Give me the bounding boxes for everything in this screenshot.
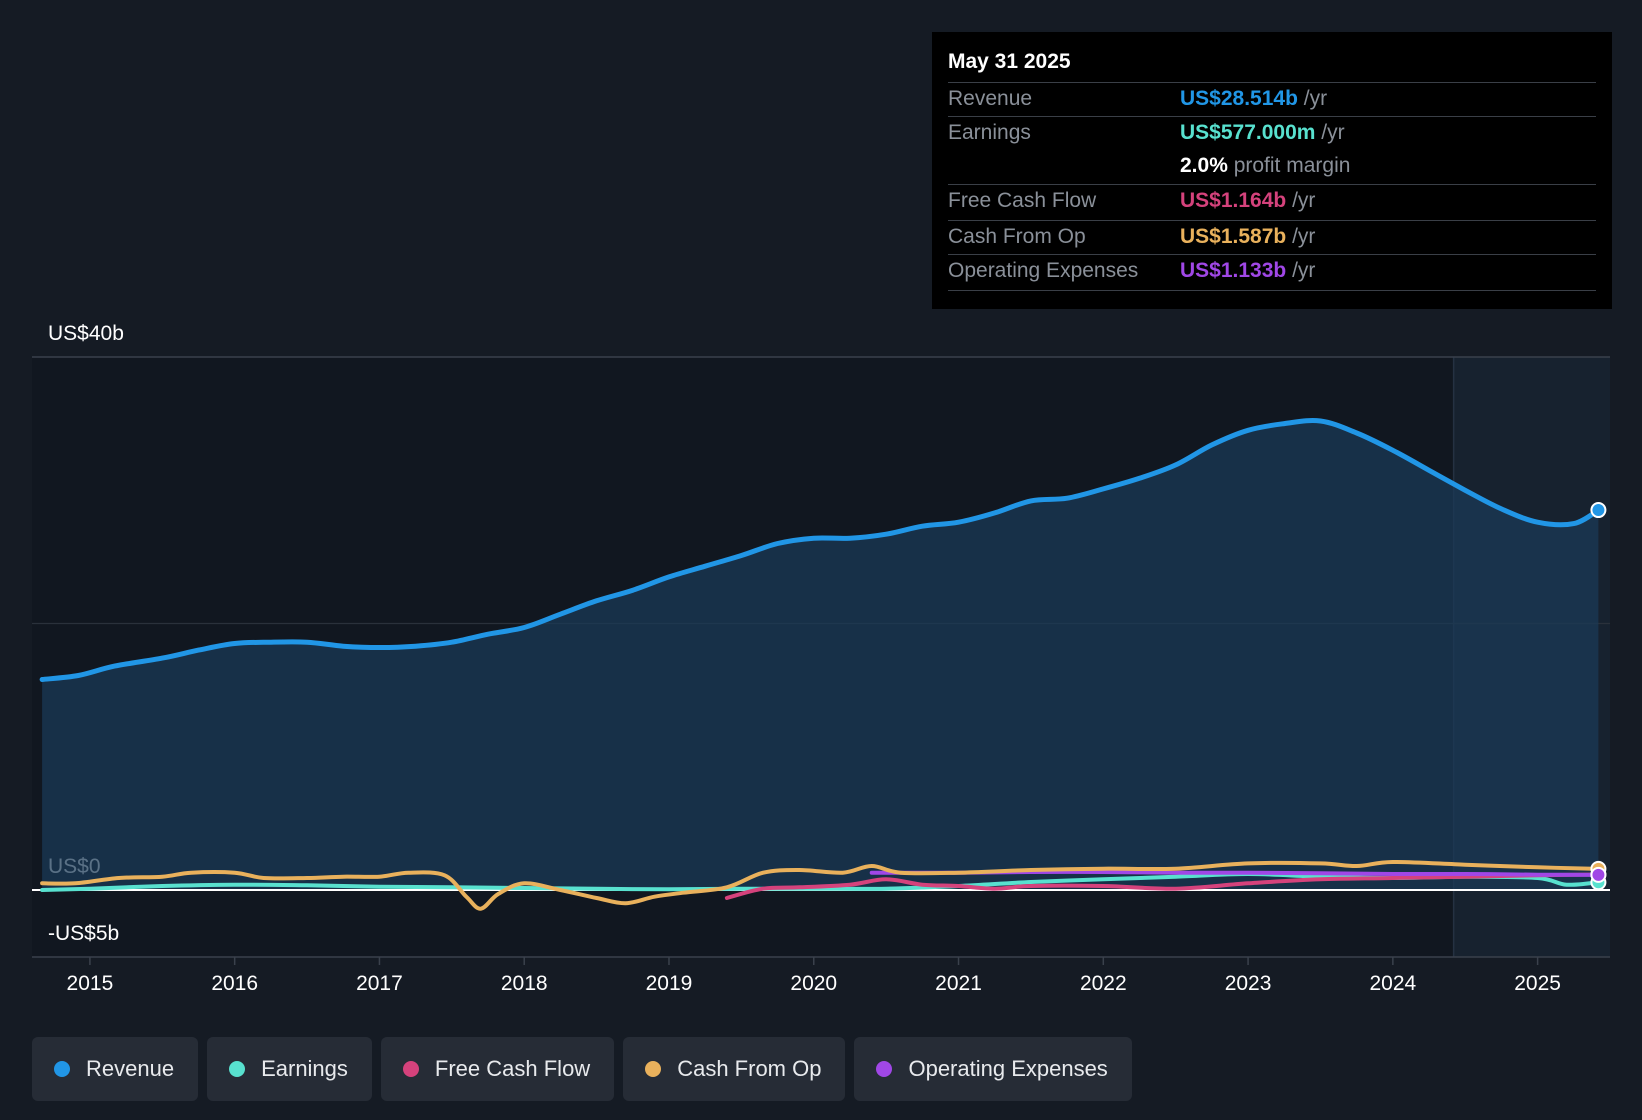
legend-label: Operating Expenses [908, 1056, 1108, 1081]
x-tick-label: 2020 [790, 972, 837, 995]
x-tick-label: 2025 [1514, 972, 1561, 995]
tooltip-value: US$1.133b [1180, 259, 1287, 282]
x-tick-label: 2022 [1080, 972, 1127, 995]
y-tick-label: -US$5b [48, 922, 119, 945]
tooltip-value: US$1.164b [1180, 189, 1287, 212]
tooltip-label: Cash From Op [948, 225, 1086, 248]
legend-item-cash-from-op[interactable]: Cash From Op [623, 1037, 846, 1101]
tooltip-label: Revenue [948, 87, 1033, 110]
y-tick-label: US$40b [48, 322, 124, 345]
tooltip-value: US$28.514b [1180, 87, 1298, 110]
legend-item-earnings[interactable]: Earnings [207, 1037, 372, 1101]
tooltip-value: 2.0% [1180, 154, 1228, 177]
series-line-free-cash-flow [724, 872, 1601, 900]
legend-dot-icon [54, 1061, 70, 1077]
tooltip-row-free-cash-flow: Free Cash Flow US$1.164b /yr [948, 184, 1596, 219]
legend-label: Earnings [261, 1056, 348, 1081]
legend-item-free-cash-flow[interactable]: Free Cash Flow [380, 1037, 615, 1101]
tooltip-row-profit-margin: 2.0% profit margin [948, 150, 1596, 184]
tooltip-divider [948, 290, 1596, 291]
legend-dot-icon [645, 1061, 662, 1077]
tooltip-panel: May 31 2025 Revenue US$28.514b /yr Earni… [932, 32, 1612, 309]
x-tick-label: 2019 [646, 972, 693, 995]
tooltip-row-cash-from-op: Cash From Op US$1.587b /yr [948, 220, 1596, 255]
revenue-area [42, 420, 1599, 890]
series-line-revenue [39, 418, 1601, 682]
x-tick-label: 2024 [1369, 972, 1416, 995]
tooltip-suffix: /yr [1286, 259, 1316, 282]
tooltip-value: US$1.587b [1180, 225, 1287, 248]
tooltip-label: Free Cash Flow [948, 189, 1097, 212]
tooltip-row-operating-expenses: Operating Expenses US$1.133b /yr [948, 254, 1596, 289]
x-tick-label: 2016 [211, 972, 258, 995]
tooltip-label: Operating Expenses [948, 259, 1139, 282]
tooltip-value: US$577.000m [1180, 121, 1316, 144]
tooltip-suffix: /yr [1315, 121, 1345, 144]
series-line-cash-from-op [40, 859, 1601, 911]
end-marker-operating-expenses [1590, 866, 1607, 883]
tooltip-suffix: profit margin [1227, 154, 1351, 177]
legend-label: Revenue [86, 1056, 175, 1081]
x-tick-label: 2015 [67, 972, 114, 995]
tooltip-row-earnings: Earnings US$577.000m /yr [948, 116, 1596, 151]
tooltip-date: May 31 2025 [948, 50, 1071, 73]
tooltip-suffix: /yr [1286, 189, 1316, 212]
legend-dot-icon [402, 1061, 419, 1077]
legend-dot-icon [876, 1061, 893, 1077]
legend-item-operating-expenses[interactable]: Operating Expenses [854, 1037, 1132, 1101]
x-tick-label: 2021 [935, 972, 982, 995]
x-tick-label: 2023 [1225, 972, 1272, 995]
x-tick-label: 2017 [356, 972, 403, 995]
tooltip-suffix: /yr [1297, 87, 1328, 110]
tooltip-suffix: /yr [1286, 225, 1316, 248]
end-marker-revenue [1590, 502, 1607, 519]
legend-dot-icon [229, 1061, 246, 1077]
legend-label: Free Cash Flow [434, 1056, 591, 1081]
tooltip-label: Earnings [948, 121, 1031, 144]
legend-label: Cash From Op [677, 1056, 822, 1081]
legend-item-revenue[interactable]: Revenue [32, 1037, 199, 1101]
tooltip-row-revenue: Revenue US$28.514b /yr [948, 82, 1596, 117]
x-tick-label: 2018 [501, 972, 548, 995]
legend: Revenue Earnings Free Cash Flow Cash Fro… [32, 1037, 1132, 1101]
